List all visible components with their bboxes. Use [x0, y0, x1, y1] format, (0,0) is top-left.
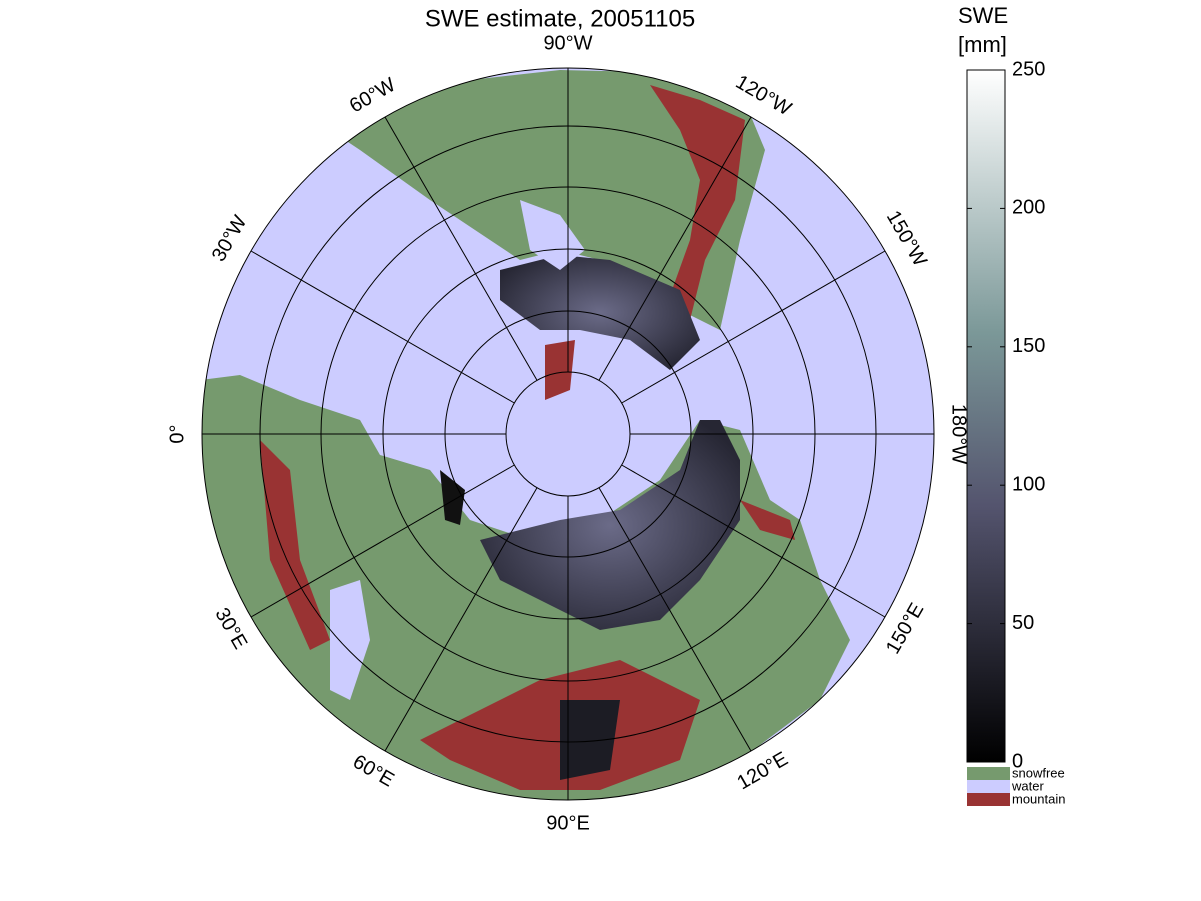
mountain	[260, 440, 330, 650]
meridian-line	[250, 250, 515, 404]
legend-swatch	[967, 793, 1010, 806]
colorbar-tick-label: 0	[1012, 750, 1023, 772]
colorbar-tick-label: 150	[1012, 335, 1045, 357]
legend-label: water	[1011, 778, 1044, 793]
meridian-label: 60°W	[346, 74, 400, 118]
meridian-line	[250, 464, 515, 618]
snow	[560, 700, 620, 780]
meridian-label: 90°W	[543, 32, 592, 54]
colorbar-label: [mm]	[958, 32, 1007, 57]
legend-swatch	[967, 780, 1010, 793]
mountain	[740, 500, 795, 540]
colorbar-tick-label: 100	[1012, 473, 1045, 495]
graticule	[201, 67, 935, 801]
snow	[440, 470, 465, 525]
snow	[500, 255, 700, 370]
colorbar-tick-label: 50	[1012, 612, 1034, 634]
colorbar	[966, 69, 1006, 763]
legend-label: mountain	[1012, 791, 1065, 806]
mountain	[650, 85, 745, 320]
legend-swatch	[967, 767, 1010, 780]
meridian-label: 90°E	[546, 812, 590, 834]
meridian-label: 30°E	[210, 604, 251, 653]
meridian-label: 30°W	[208, 212, 252, 266]
meridian-label: 0°	[166, 424, 188, 443]
meridian-line	[384, 116, 538, 381]
water	[330, 580, 370, 700]
meridian-label: 180°W	[948, 404, 970, 464]
meridian-line	[598, 116, 752, 381]
water	[520, 200, 585, 270]
meridian-line	[621, 250, 886, 404]
meridian-label: 60°E	[349, 751, 398, 792]
legend-label: snowfree	[1012, 765, 1065, 780]
colorbar-tick-label: 250	[1012, 58, 1045, 80]
map-title: SWE estimate, 20051105	[425, 5, 695, 32]
meridian-line	[384, 487, 538, 752]
colorbar-label: SWE	[958, 3, 1008, 28]
snow	[480, 420, 740, 630]
colorbar-tick-label: 200	[1012, 197, 1045, 219]
meridian-line	[621, 464, 886, 618]
meridian-line	[598, 487, 752, 752]
land	[330, 70, 765, 330]
